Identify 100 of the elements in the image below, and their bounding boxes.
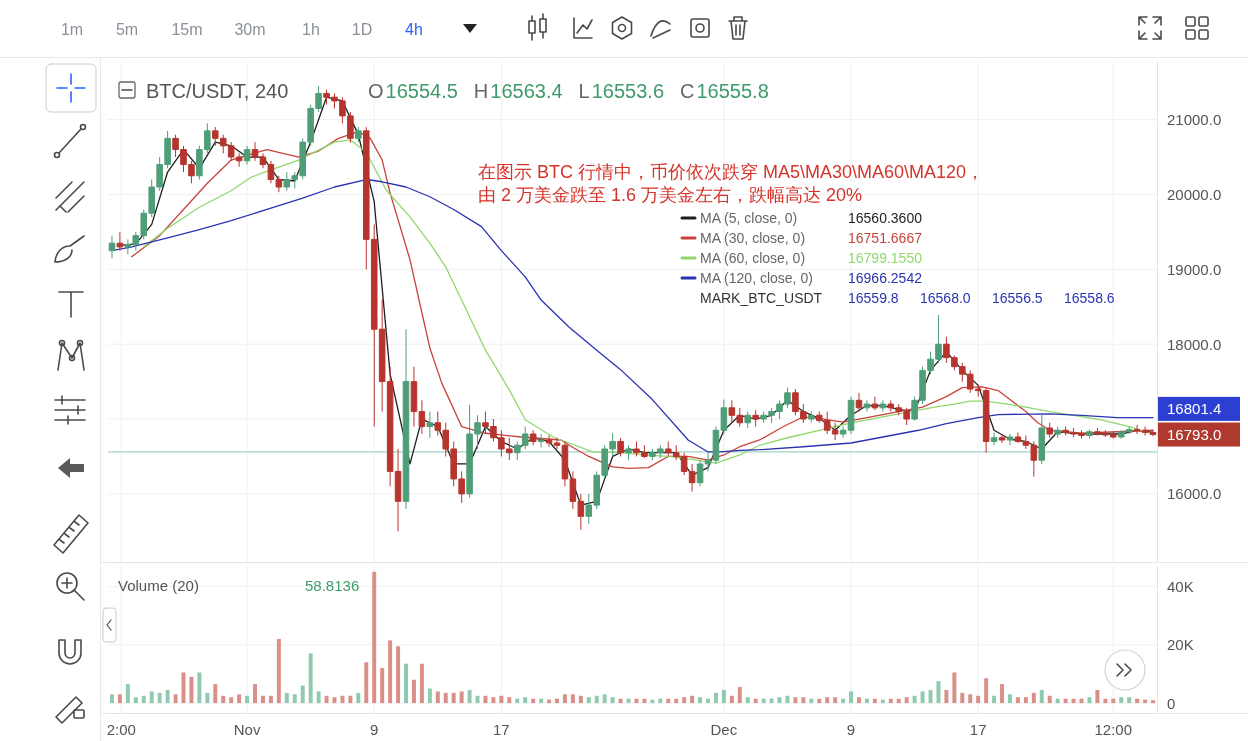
candlestick [879, 399, 887, 413]
y-tick-label: 0 [1167, 694, 1176, 712]
x-tick-label: 17 [969, 720, 987, 738]
text: O16554.5 H16563.4 L16553.6 C16555.8 [368, 80, 769, 102]
bar [483, 695, 488, 704]
text: 1m [60, 20, 84, 38]
annotation: 由 2 万美金跌至 1.6 万美金左右，跌幅高达 20% [478, 185, 863, 205]
bar [666, 698, 671, 704]
candlestick [617, 437, 624, 457]
annotation: 16560.3600 [848, 210, 923, 226]
bar [1087, 697, 1092, 704]
bar [777, 697, 782, 704]
bar [205, 692, 210, 704]
bar [197, 672, 202, 704]
bar [364, 662, 369, 704]
y-tick-label: 21000.0 [1167, 111, 1222, 129]
bar [1039, 689, 1044, 704]
annotation: Volume (20) [118, 576, 199, 594]
bar [260, 695, 265, 704]
bar [769, 698, 774, 704]
legend-label: MA (60, close, 0) [700, 250, 806, 266]
bar [968, 694, 973, 704]
bar [404, 663, 408, 704]
bar [173, 694, 178, 704]
bar [872, 698, 877, 704]
bar [864, 698, 869, 704]
bar [292, 694, 297, 704]
x-tick-label: Dec [710, 720, 738, 738]
annotation: 16966.2542 [848, 270, 923, 286]
text: 1D [351, 20, 373, 38]
text: 4h [405, 20, 423, 38]
bar [793, 697, 798, 704]
x-tick-label: 2:00 [106, 720, 136, 738]
annotation: 16751.6667 [848, 230, 923, 246]
bar [920, 691, 925, 704]
y-tick-label: 16000.0 [1167, 485, 1222, 503]
bar [1015, 697, 1020, 704]
candlestick [744, 411, 752, 429]
y-tick-label: 18000.0 [1167, 335, 1222, 353]
text: 5m [115, 20, 139, 38]
x-tick-label: 17 [493, 720, 510, 738]
annotation: 16556.5 [992, 290, 1043, 306]
candlestick [808, 411, 815, 424]
bar [706, 698, 710, 704]
candlestick [990, 432, 998, 446]
bar [833, 697, 838, 704]
legend-label: MA (120, close, 0) [700, 270, 813, 286]
bar [531, 698, 536, 704]
text: 15m [171, 20, 203, 38]
bar [1047, 695, 1052, 704]
bar [1135, 698, 1140, 704]
bar [149, 691, 154, 704]
bar [348, 695, 353, 704]
text: 30m [234, 20, 266, 38]
text: 1h [302, 20, 320, 38]
bar [857, 697, 861, 704]
bar [944, 689, 949, 704]
x-tick-label: Nov [233, 720, 261, 738]
candlestick [1086, 429, 1093, 439]
bar [499, 695, 504, 704]
legend-label: MA (5, close, 0) [700, 210, 798, 226]
bar [237, 694, 242, 704]
bar [626, 698, 631, 704]
bar [745, 697, 750, 704]
bar [276, 638, 281, 704]
bar [324, 695, 329, 704]
bar [539, 698, 544, 704]
bar [586, 697, 591, 704]
bar [1023, 697, 1028, 704]
candlestick [545, 435, 553, 448]
x-tick-label: 12:00 [1094, 720, 1133, 738]
bar [698, 697, 703, 704]
bar [713, 692, 718, 704]
bar [507, 697, 512, 704]
bar [721, 689, 726, 704]
bar [475, 695, 480, 704]
annotation: 16801.4 [1167, 400, 1222, 418]
bar [1103, 698, 1108, 704]
bar [1095, 689, 1100, 704]
bar [268, 695, 273, 704]
bar [1111, 698, 1116, 704]
bar [690, 695, 695, 704]
candlestick [704, 452, 712, 472]
bar [642, 698, 647, 704]
bar [117, 694, 122, 704]
bar [133, 697, 138, 704]
x-tick-label: 9 [370, 720, 379, 738]
bar [356, 692, 361, 704]
bar [562, 694, 567, 704]
bar [801, 697, 806, 704]
annotation: 16559.8 [848, 290, 899, 306]
bar [610, 697, 615, 704]
bar [1031, 692, 1036, 704]
candlestick [108, 235, 116, 259]
bar [578, 695, 583, 704]
bar [411, 679, 416, 704]
text: BTC/USDT, 240 [146, 80, 289, 102]
candlestick [553, 437, 561, 450]
bar [165, 689, 170, 704]
bar [284, 692, 289, 704]
